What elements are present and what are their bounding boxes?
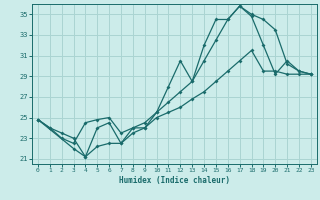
X-axis label: Humidex (Indice chaleur): Humidex (Indice chaleur) <box>119 176 230 185</box>
